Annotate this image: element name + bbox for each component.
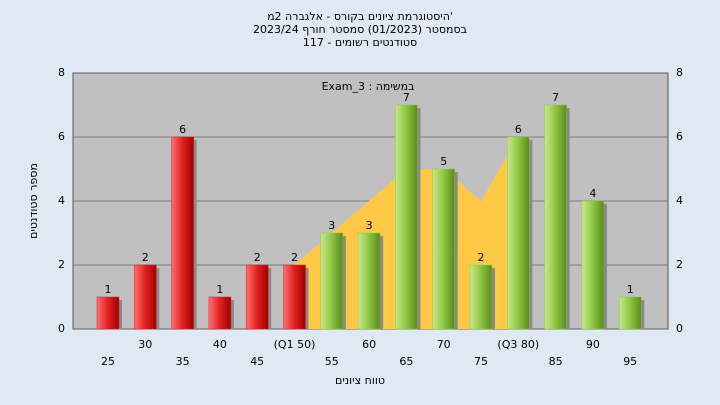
y2-tick-label: 2 [676,258,683,271]
y2-tick-label: 8 [676,66,683,79]
bar [283,264,306,330]
chart-title: היסטוגרמת ציונים בקורס - אלגברה 2מ' [267,10,453,23]
value-label: 1 [627,283,634,296]
bar [357,232,381,330]
bar [507,136,530,330]
y-tick-label: 6 [58,130,65,143]
x-tick-label: 85 [549,355,563,368]
bar [581,200,605,330]
bar [134,264,157,330]
y-tick-label: 2 [58,258,65,271]
subtitle: בסמסטר (01/2023) סמסטר חורף 2023/24 [253,23,467,36]
y2-tick-label: 0 [676,322,683,335]
value-label: 7 [552,91,559,104]
x-tick-label: 60 [362,338,376,351]
value-label: 2 [291,251,298,264]
bar [395,104,418,330]
x-tick-label: 25 [101,355,115,368]
x-tick-label: 55 [325,355,339,368]
bar [96,296,120,330]
value-label: 2 [478,251,485,264]
x-tick-label: 95 [623,355,637,368]
y-axis-label: מספר סטודנטים [27,163,40,239]
value-label: 7 [403,91,410,104]
x-tick-label: 70 [437,338,451,351]
y-tick-label: 8 [58,66,65,79]
x-tick-label: (Q1 50) [274,338,316,351]
bar [469,264,493,330]
y2-tick-label: 6 [676,130,683,143]
value-label: 6 [179,123,186,136]
annotation: Exam_3 : במשימה [322,80,415,93]
x-tick-label: 40 [213,338,227,351]
x-tick-label: 90 [586,338,600,351]
y-tick-label: 0 [58,322,65,335]
x-tick-label: (Q3 80) [497,338,539,351]
x-tick-label: 30 [138,338,152,351]
value-label: 2 [142,251,149,264]
bar [544,104,567,330]
value-label: 6 [515,123,522,136]
x-tick-label: 65 [399,355,413,368]
value-label: 3 [328,219,335,232]
y-tick-label: 4 [58,194,65,207]
y2-tick-label: 4 [676,194,683,207]
bar [320,232,344,330]
x-axis-label: טווח ציונים [335,374,385,387]
bar [432,168,455,330]
value-label: 4 [589,187,596,200]
value-label: 2 [254,251,261,264]
value-label: 1 [216,283,223,296]
value-label: 5 [440,155,447,168]
value-label: 1 [105,283,112,296]
subtitle: 117 - סטודנטים רשומים [303,36,417,49]
bar [171,136,194,330]
x-tick-label: 45 [250,355,264,368]
bar [618,296,642,330]
x-tick-label: 75 [474,355,488,368]
value-label: 3 [366,219,373,232]
bar [208,296,232,330]
bar [245,264,269,330]
x-tick-label: 35 [176,355,190,368]
